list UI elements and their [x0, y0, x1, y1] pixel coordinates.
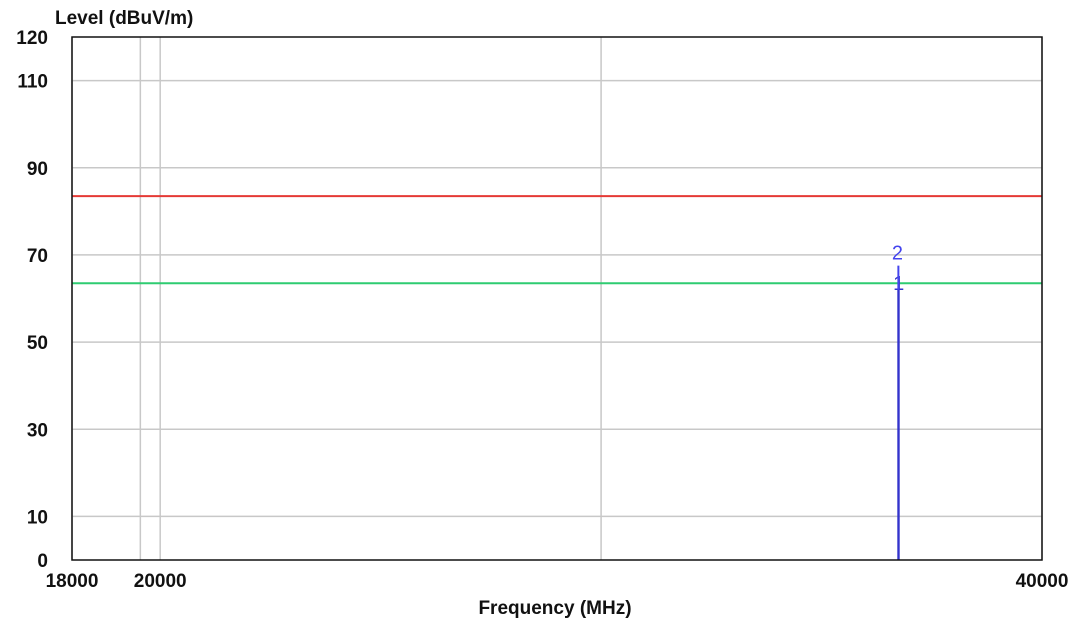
markers-group: 21 — [892, 243, 904, 296]
y-tick-label: 50 — [27, 333, 48, 354]
x-axis-label: Frequency (MHz) — [478, 598, 631, 619]
y-tick-label: 30 — [27, 420, 48, 441]
gridlines — [71, 37, 1043, 560]
x-tick-label: 40000 — [1016, 571, 1069, 592]
marker-label: 2 — [892, 243, 903, 265]
x-tick-label: 20000 — [134, 571, 187, 592]
plot-frame — [71, 36, 1043, 561]
x-tick-label: 18000 — [46, 571, 99, 592]
y-tick-label: 90 — [27, 159, 48, 180]
y-tick-label: 0 — [37, 551, 48, 572]
y-tick-labels: 0 10 30 50 70 90 110 120 — [16, 28, 48, 572]
y-tick-label: 120 — [16, 28, 48, 49]
y-tick-label: 70 — [27, 246, 48, 267]
y-tick-label: 110 — [17, 72, 48, 93]
y-tick-label: 10 — [27, 507, 48, 528]
x-tick-labels: 18000 20000 40000 — [46, 571, 1069, 592]
y-axis-label: Level (dBuV/m) — [55, 8, 193, 29]
series-group — [72, 195, 1042, 560]
